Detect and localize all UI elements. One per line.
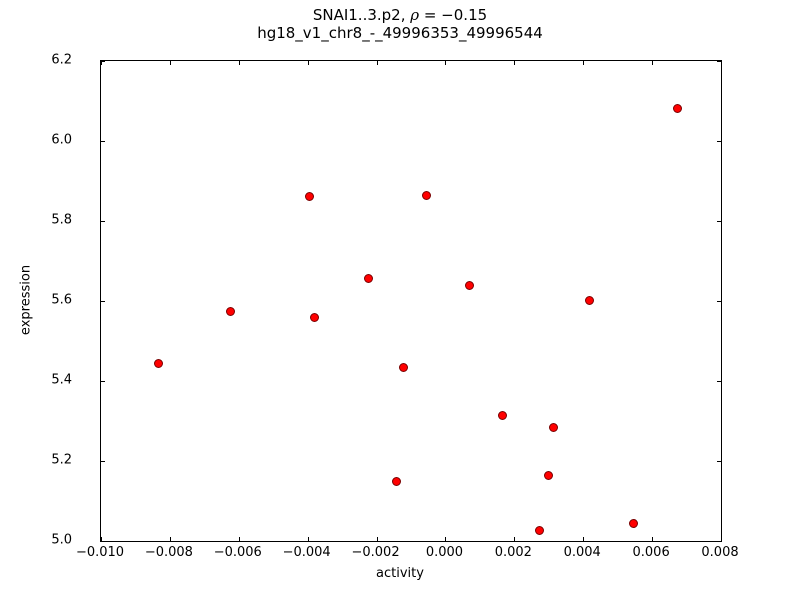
data-point [584, 295, 594, 305]
data-point [226, 306, 236, 316]
plot-area [101, 61, 722, 542]
x-axis-tick-label: 0.006 [632, 545, 670, 560]
data-point [465, 280, 475, 290]
data-point [310, 312, 320, 322]
x-axis-tick [307, 537, 309, 541]
x-axis-tick [376, 537, 378, 541]
y-axis-tick-label: 5.0 [51, 532, 72, 548]
data-point [364, 273, 374, 283]
y-axis-tick-right [717, 141, 721, 142]
y-axis-tick-label: 5.2 [51, 452, 72, 468]
y-axis-tick [101, 541, 105, 542]
x-axis-tick-top [583, 61, 585, 65]
x-axis-tick [238, 537, 240, 541]
y-axis-tick-label: 5.4 [51, 372, 72, 388]
x-axis-tick-top [307, 61, 309, 65]
x-axis-tick-label: 0.002 [494, 545, 532, 560]
data-point [549, 423, 559, 433]
data-point [534, 525, 544, 535]
x-axis-tick-top [376, 61, 378, 65]
x-axis-tick-label: −0.010 [75, 545, 125, 560]
data-point [498, 410, 508, 420]
data-point [672, 103, 682, 113]
data-point [154, 358, 164, 368]
x-axis-tick [721, 537, 722, 541]
y-axis-tick [101, 221, 105, 222]
y-axis-tick [101, 381, 105, 382]
x-axis-tick-label: −0.002 [351, 545, 400, 560]
y-axis-tick-right [717, 461, 721, 462]
x-axis-tick [652, 537, 654, 541]
y-axis-tick-label: 5.6 [51, 292, 72, 308]
x-axis-tick-label: −0.006 [213, 545, 262, 560]
y-axis-tick-label: 6.0 [51, 132, 72, 148]
x-axis-tick-top [101, 61, 102, 65]
y-axis-tick-right [717, 61, 721, 62]
y-axis-tick [101, 141, 105, 142]
x-axis-tick [445, 537, 447, 541]
x-axis-tick-label: 0.000 [425, 545, 464, 560]
data-point [304, 191, 314, 201]
y-axis-tick [101, 61, 105, 62]
y-axis-tick-right [717, 301, 721, 302]
x-axis-tick-label: −0.004 [282, 545, 331, 560]
x-axis-label: activity [376, 566, 424, 581]
x-axis-tick-label: −0.008 [144, 545, 193, 560]
data-point [391, 476, 401, 486]
x-axis-tick-label: 0.004 [563, 545, 601, 560]
data-point [543, 471, 553, 481]
x-axis-tick-top [652, 61, 654, 65]
chart-title-line-2: hg18_v1_chr8_-_49996353_49996544 [257, 24, 543, 43]
x-axis-tick [169, 537, 171, 541]
data-point [398, 363, 408, 373]
x-axis-tick [583, 537, 585, 541]
x-axis-tick [101, 537, 102, 541]
plot-frame [100, 60, 722, 542]
y-axis-tick-label: 5.8 [51, 212, 72, 228]
x-axis-tick [514, 537, 516, 541]
y-axis-tick-right [717, 541, 721, 542]
x-axis-tick-top [721, 61, 722, 65]
x-axis-tick-top [238, 61, 240, 65]
y-axis-tick [101, 461, 105, 462]
x-axis-tick-top [445, 61, 447, 65]
y-axis-tick-right [717, 381, 721, 382]
x-axis-tick-label: 0.008 [701, 545, 739, 560]
data-point [628, 518, 638, 528]
title-suffix-text: = −0.15 [419, 6, 488, 24]
x-axis-tick-top [169, 61, 171, 65]
x-axis-tick-top [514, 61, 516, 65]
rho-symbol: ρ [410, 6, 420, 24]
title-prefix-text: SNAI1..3.p2, [312, 6, 411, 24]
chart-title: SNAI1..3.p2, ρ = −0.15 hg18_v1_chr8_-_49… [0, 6, 800, 43]
chart-title-line-1: SNAI1..3.p2, ρ = −0.15 [0, 6, 800, 24]
y-axis-tick [101, 301, 105, 302]
data-point [421, 190, 431, 200]
y-axis-tick-right [717, 221, 721, 222]
y-axis-tick-label: 6.2 [51, 52, 72, 68]
